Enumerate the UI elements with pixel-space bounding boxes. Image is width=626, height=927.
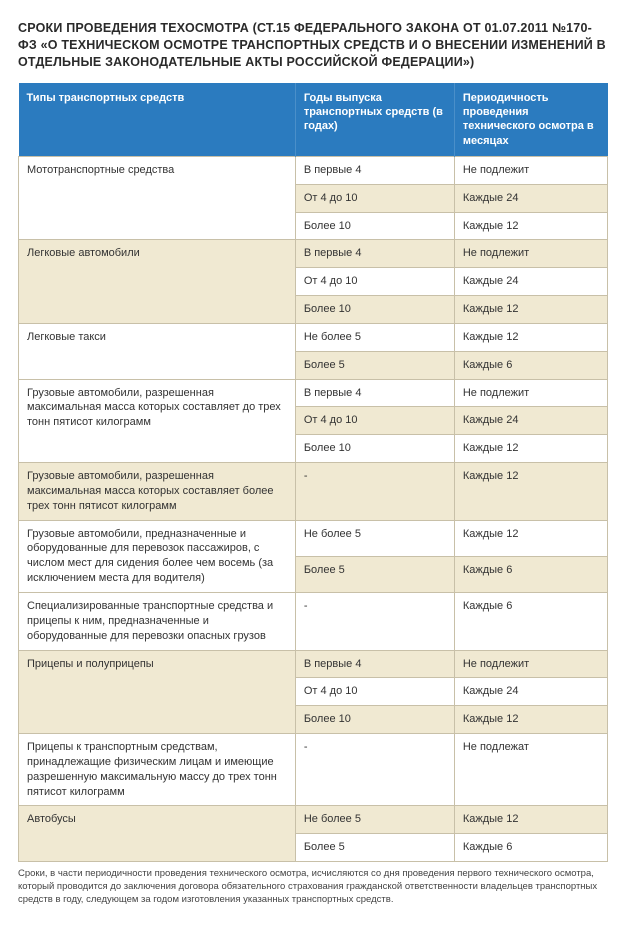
cell-years: Не более 5 xyxy=(295,806,454,834)
page-title: СРОКИ ПРОВЕДЕНИЯ ТЕХОСМОТРА (СТ.15 ФЕДЕР… xyxy=(18,20,608,71)
cell-years: - xyxy=(295,593,454,651)
cell-type: Легковые такси xyxy=(19,323,296,379)
cell-years: В первые 4 xyxy=(295,650,454,678)
cell-period: Каждые 12 xyxy=(454,520,607,556)
cell-type: Грузовые автомобили, предназначенные и о… xyxy=(19,520,296,592)
table-row: Грузовые автомобили, разрешенная максима… xyxy=(19,379,608,407)
cell-years: Более 10 xyxy=(295,296,454,324)
col-header-type: Типы транспортных средств xyxy=(19,83,296,157)
table-row: Прицепы к транспортным средствам, принад… xyxy=(19,734,608,806)
table-row: Грузовые автомобили, разрешенная максима… xyxy=(19,463,608,521)
inspection-table: Типы транспортных средств Годы выпуска т… xyxy=(18,83,608,863)
cell-period: Не подлежат xyxy=(454,734,607,806)
cell-years: Более 10 xyxy=(295,706,454,734)
table-row: Специализированные транспортные средства… xyxy=(19,593,608,651)
table-row: Грузовые автомобили, предназначенные и о… xyxy=(19,520,608,556)
cell-period: Каждые 24 xyxy=(454,678,607,706)
table-row: Мототранспортные средстваВ первые 4Не по… xyxy=(19,156,608,184)
cell-type: Мототранспортные средства xyxy=(19,156,296,240)
cell-years: В первые 4 xyxy=(295,379,454,407)
cell-type: Специализированные транспортные средства… xyxy=(19,593,296,651)
cell-period: Каждые 12 xyxy=(454,323,607,351)
table-row: Легковые таксиНе более 5Каждые 12 xyxy=(19,323,608,351)
footnote: Сроки, в части периодичности проведения … xyxy=(18,868,608,906)
cell-period: Каждые 24 xyxy=(454,407,607,435)
cell-years: Более 10 xyxy=(295,212,454,240)
cell-period: Каждые 6 xyxy=(454,556,607,592)
cell-period: Каждые 12 xyxy=(454,463,607,521)
cell-years: От 4 до 10 xyxy=(295,184,454,212)
table-row: АвтобусыНе более 5Каждые 12 xyxy=(19,806,608,834)
cell-years: От 4 до 10 xyxy=(295,678,454,706)
cell-type: Легковые автомобили xyxy=(19,240,296,324)
cell-years: От 4 до 10 xyxy=(295,407,454,435)
cell-period: Каждые 6 xyxy=(454,834,607,862)
cell-years: В первые 4 xyxy=(295,156,454,184)
cell-period: Каждые 12 xyxy=(454,435,607,463)
cell-period: Не подлежит xyxy=(454,240,607,268)
table-row: Прицепы и полуприцепыВ первые 4Не подлеж… xyxy=(19,650,608,678)
cell-years: Не более 5 xyxy=(295,520,454,556)
cell-period: Каждые 6 xyxy=(454,351,607,379)
table-header-row: Типы транспортных средств Годы выпуска т… xyxy=(19,83,608,157)
cell-type: Прицепы к транспортным средствам, принад… xyxy=(19,734,296,806)
cell-years: Более 5 xyxy=(295,556,454,592)
cell-years: Более 5 xyxy=(295,834,454,862)
cell-period: Каждые 24 xyxy=(454,268,607,296)
cell-type: Грузовые автомобили, разрешенная максима… xyxy=(19,463,296,521)
cell-years: Более 5 xyxy=(295,351,454,379)
cell-type: Прицепы и полуприцепы xyxy=(19,650,296,734)
cell-years: Не более 5 xyxy=(295,323,454,351)
cell-period: Каждые 24 xyxy=(454,184,607,212)
cell-period: Каждые 12 xyxy=(454,296,607,324)
cell-years: Более 10 xyxy=(295,435,454,463)
cell-period: Не подлежит xyxy=(454,379,607,407)
cell-years: - xyxy=(295,463,454,521)
cell-years: От 4 до 10 xyxy=(295,268,454,296)
cell-years: В первые 4 xyxy=(295,240,454,268)
col-header-period: Периодичность проведения технического ос… xyxy=(454,83,607,157)
table-row: Легковые автомобилиВ первые 4Не подлежит xyxy=(19,240,608,268)
cell-period: Не подлежит xyxy=(454,650,607,678)
cell-period: Каждые 12 xyxy=(454,806,607,834)
table-body: Мототранспортные средстваВ первые 4Не по… xyxy=(19,156,608,861)
cell-period: Не подлежит xyxy=(454,156,607,184)
cell-years: - xyxy=(295,734,454,806)
col-header-years: Годы выпуска транспортных средств (в год… xyxy=(295,83,454,157)
cell-type: Автобусы xyxy=(19,806,296,862)
cell-period: Каждые 12 xyxy=(454,706,607,734)
cell-period: Каждые 6 xyxy=(454,593,607,651)
cell-period: Каждые 12 xyxy=(454,212,607,240)
cell-type: Грузовые автомобили, разрешенная максима… xyxy=(19,379,296,463)
